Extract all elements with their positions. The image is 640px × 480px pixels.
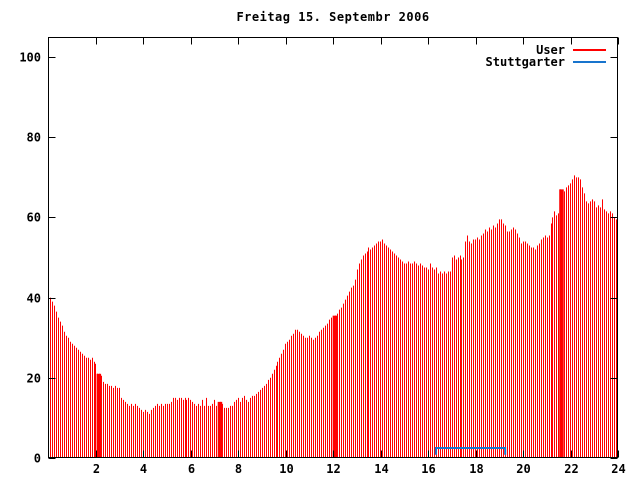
x-tick-label: 10: [279, 462, 293, 476]
y-tick-label: 80: [27, 131, 41, 145]
legend-label-stuttgarter: Stuttgarter: [485, 54, 565, 69]
x-tick-label: 20: [516, 462, 530, 476]
y-tick-label: 60: [27, 211, 41, 225]
user-solid-band: [559, 189, 564, 458]
y-tick-label: 40: [27, 292, 41, 306]
x-tick-label: 4: [140, 462, 147, 476]
x-tick-label: 16: [421, 462, 435, 476]
x-tick-label: 18: [469, 462, 483, 476]
user-solid-band: [217, 401, 223, 458]
legend-item-user: User: [536, 42, 606, 57]
legend-line-sample-stuttgarter: [573, 60, 606, 63]
stuttgarter-line: [434, 446, 507, 455]
y-tick-label: 100: [19, 51, 41, 65]
user-solid-band: [332, 315, 338, 458]
user-solid-band: [96, 373, 102, 458]
chart-title: Freitag 15. Septembr 2006: [236, 10, 430, 24]
x-tick-label: 6: [188, 462, 195, 476]
y-tick-label: 20: [27, 372, 41, 386]
x-tick-label: 22: [564, 462, 578, 476]
x-tick-label: 24: [611, 462, 625, 476]
y-tick-label: 0: [34, 452, 41, 466]
x-tick-label: 2: [93, 462, 100, 476]
x-tick-label: 14: [374, 462, 388, 476]
legend-line-sample-user: [573, 48, 606, 51]
legend-item-stuttgarter: Stuttgarter: [485, 54, 606, 69]
x-tick-label: 12: [326, 462, 340, 476]
legend-label-user: User: [536, 42, 565, 57]
x-tick-label: 8: [235, 462, 242, 476]
